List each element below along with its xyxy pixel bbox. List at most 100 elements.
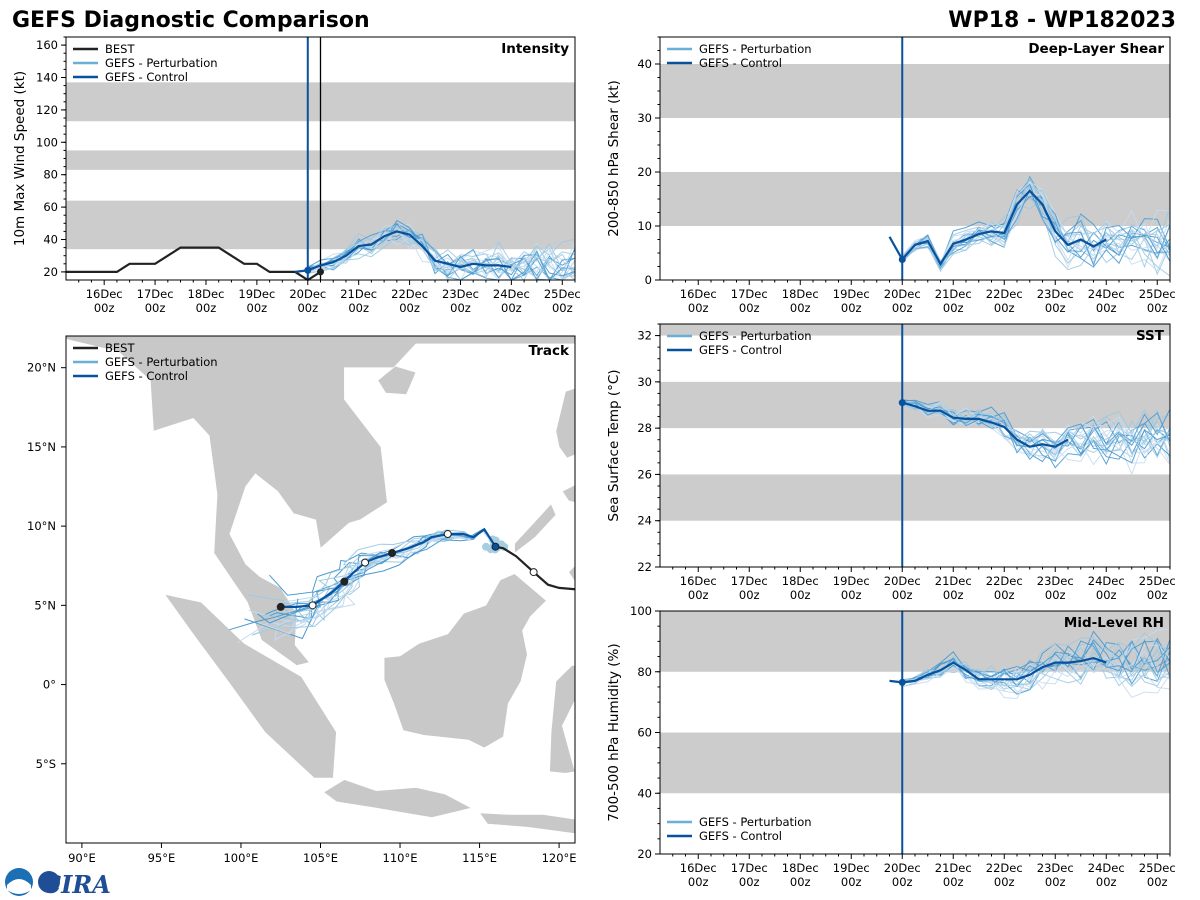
x-tick-day: 18Dec xyxy=(782,287,819,301)
y-tick-label: 0° xyxy=(43,678,56,692)
storm-id: WP18 - WP182023 xyxy=(948,8,1176,33)
legend-label: GEFS - Control xyxy=(699,343,782,357)
x-tick-hour: 00z xyxy=(841,875,862,889)
legend-label: GEFS - Perturbation xyxy=(105,56,218,70)
x-tick-day: 23Dec xyxy=(1037,861,1074,875)
land xyxy=(66,336,575,834)
panel-title: Mid-Level RH xyxy=(1064,615,1164,631)
land-luzon xyxy=(555,387,575,459)
x-tick-hour: 00z xyxy=(994,875,1015,889)
legend-label: GEFS - Perturbation xyxy=(699,42,812,56)
land-mindoro xyxy=(561,484,575,503)
perturbation-line xyxy=(307,223,576,279)
x-tick-hour: 00z xyxy=(1096,875,1117,889)
control-init-point xyxy=(898,255,906,263)
perturbation-line xyxy=(902,638,1171,683)
x-tick-day: 20Dec xyxy=(289,287,326,301)
x-tick-hour: 00z xyxy=(892,301,913,315)
x-tick-hour: 00z xyxy=(943,875,964,889)
control-track-point xyxy=(361,558,370,567)
perturbation-line xyxy=(307,223,576,277)
panel-rh: 2040608010016Dec00z17Dec00z18Dec00z19Dec… xyxy=(606,604,1176,889)
control-track-point xyxy=(340,577,349,586)
x-tick-day: 22Dec xyxy=(391,287,428,301)
x-tick-day: 23Dec xyxy=(1037,287,1074,301)
x-tick-day: 19Dec xyxy=(238,287,275,301)
y-tick-label: 160 xyxy=(36,38,58,52)
panel-intensity: 2040608010012014016016Dec00z17Dec00z18De… xyxy=(12,36,581,315)
x-tick-hour: 00z xyxy=(994,588,1015,602)
land-sulu xyxy=(568,565,575,583)
y-tick-label: 100 xyxy=(630,604,652,618)
band-1 xyxy=(660,64,1170,118)
x-tick-hour: 00z xyxy=(501,301,522,315)
y-axis-label: 700-500 hPa Humidity (%) xyxy=(606,643,622,821)
legend-label: GEFS - Control xyxy=(699,56,782,70)
panel-track: 90°E 95°E 100°E 105°E 110°E 115°E 120°E 20°N 15°… xyxy=(27,335,577,865)
legend-label: BEST xyxy=(105,42,135,56)
y-tick-label: 20 xyxy=(43,265,58,279)
x-tick-hour: 00z xyxy=(892,588,913,602)
y-tick-label: 20 xyxy=(637,165,652,179)
control-track-point xyxy=(388,549,397,558)
land-sulawesi xyxy=(549,665,575,774)
x-tick-day: 16Dec xyxy=(680,574,717,588)
perturbation-init-point xyxy=(482,542,491,551)
y-tick-label: 5°S xyxy=(36,757,56,771)
x-tick-hour: 00z xyxy=(739,301,760,315)
x-tick-label: 120°E xyxy=(542,851,577,865)
x-tick-hour: 00z xyxy=(892,875,913,889)
y-tick-label: 40 xyxy=(43,233,58,247)
legend-label: BEST xyxy=(105,341,135,355)
x-tick-hour: 00z xyxy=(552,301,573,315)
y-tick-label: 80 xyxy=(637,665,652,679)
y-axis-label: 200-850 hPa Shear (kt) xyxy=(606,80,622,237)
legend-label: GEFS - Control xyxy=(105,70,188,84)
x-tick-hour: 00z xyxy=(739,588,760,602)
x-tick-hour: 00z xyxy=(196,301,217,315)
land-mainland xyxy=(66,336,575,666)
control-line xyxy=(902,401,1069,448)
x-tick-day: 20Dec xyxy=(884,574,921,588)
best-track-point xyxy=(529,568,538,577)
y-tick-label: 28 xyxy=(637,421,652,435)
y-tick-label: 32 xyxy=(637,329,652,343)
x-tick-day: 23Dec xyxy=(442,287,479,301)
x-tick-day: 22Dec xyxy=(986,861,1023,875)
x-tick-day: 21Dec xyxy=(935,861,972,875)
y-axis-label: 10m Max Wind Speed (kt) xyxy=(12,71,28,246)
x-tick-day: 21Dec xyxy=(340,287,377,301)
x-tick-day: 18Dec xyxy=(782,861,819,875)
panel-title: Track xyxy=(529,343,570,359)
y-axis-label: Sea Surface Temp (°C) xyxy=(606,369,622,521)
x-tick-hour: 00z xyxy=(1096,588,1117,602)
x-tick-day: 18Dec xyxy=(782,574,819,588)
control-track-point xyxy=(308,601,317,610)
x-tick-label: 110°E xyxy=(383,851,418,865)
x-tick-hour: 00z xyxy=(450,301,471,315)
x-tick-day: 17Dec xyxy=(731,861,768,875)
x-tick-day: 19Dec xyxy=(833,287,870,301)
panel-title: Deep-Layer Shear xyxy=(1028,41,1164,57)
y-tick-label: 30 xyxy=(637,111,652,125)
x-tick-hour: 00z xyxy=(94,301,115,315)
cira-logo: CIRA xyxy=(5,868,111,899)
x-tick-day: 16Dec xyxy=(86,287,123,301)
x-tick-hour: 00z xyxy=(247,301,268,315)
panel-title: SST xyxy=(1136,328,1165,344)
x-tick-day: 19Dec xyxy=(833,861,870,875)
perturbation-line xyxy=(901,189,1171,265)
x-tick-hour: 00z xyxy=(297,301,318,315)
x-tick-hour: 00z xyxy=(790,875,811,889)
panel-shear: 01020304016Dec00z17Dec00z18Dec00z19Dec00… xyxy=(606,36,1176,315)
perturbation-line xyxy=(902,403,1171,458)
best-track-line xyxy=(66,246,322,282)
x-tick-day: 25Dec xyxy=(1139,861,1176,875)
band-0 xyxy=(660,732,1170,794)
x-tick-day: 24Dec xyxy=(493,287,530,301)
